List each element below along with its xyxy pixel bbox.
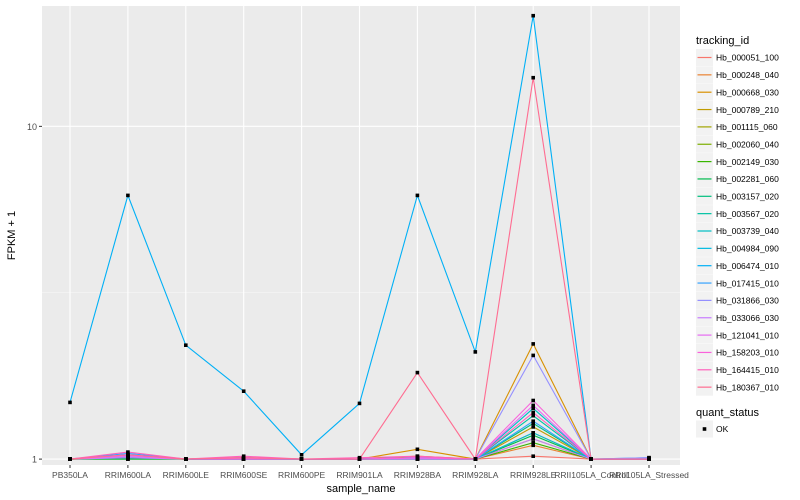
data-point-Hb_121041_010 [531,403,535,408]
legend-label: Hb_121041_010 [716,330,779,340]
data-point-Hb_002281_060 [531,433,535,437]
legend-label: Hb_000789_210 [716,105,779,115]
legend-label: Hb_033066_030 [716,313,779,323]
data-point-Hb_180367_010 [184,457,188,461]
x-tick-label: RRIM600LE [163,470,210,480]
data-point-Hb_006474_010 [126,193,130,198]
data-point-Hb_000668_030 [531,342,535,346]
data-point-Hb_180367_010 [531,75,535,80]
data-point-Hb_017415_010 [531,419,535,423]
y-tick-label: 10 [27,122,37,132]
data-point-Hb_006474_010 [473,350,478,354]
data-point-Hb_180367_010 [647,457,651,461]
legend-label: Hb_003157_020 [716,192,779,202]
y-tick-label: 1 [32,455,37,465]
data-point-Hb_002149_030 [531,440,535,445]
shape-legend-label: OK [716,424,729,434]
x-tick-label: RRIM600LA [105,470,152,480]
data-point-Hb_003157_020 [531,421,535,426]
data-point-Hb_006474_010 [299,453,304,457]
legend-label: Hb_003567_020 [716,209,779,219]
x-axis: PB350LA RRIM600LA RRIM600LE RRIM600SE RRIM60… [52,465,689,480]
x-tick-label: RRII105LA_Control [554,470,628,480]
x-axis-title: sample_name [326,483,395,495]
data-point-Hb_006474_010 [184,343,188,347]
legend-label: Hb_002060_040 [716,139,779,149]
x-tick-label: RRII105LA_Stressed [609,470,689,480]
major-gridlines [42,6,680,465]
legend-label: Hb_004984_090 [716,244,779,254]
data-point-Hb_180367_010 [299,457,304,461]
legend-label: Hb_180367_010 [716,382,779,392]
data-point-Hb_000051_100 [531,454,535,458]
data-point-Hb_000668_030 [415,447,420,452]
data-point-Hb_164415_010 [126,450,130,454]
data-point-Hb_180367_010 [68,457,72,461]
x-tick-label: RRIM901LA [336,470,383,480]
data-point-Hb_180367_010 [415,370,420,375]
data-point-Hb_000248_040 [531,443,535,448]
data-point-Hb_006474_010 [68,400,72,405]
data-point-Hb_164415_010 [531,410,535,415]
x-tick-label: PB350LA [52,470,88,480]
data-point-Hb_033066_030 [531,437,535,441]
data-point-Hb_006474_010 [415,193,420,198]
x-tick-label: RRIM600PE [278,470,326,480]
data-point-Hb_003567_020 [531,413,535,418]
data-point-Hb_006474_010 [357,401,362,406]
legend-label: Hb_017415_010 [716,278,779,288]
data-point-Hb_000789_210 [531,425,535,429]
legend-label: Hb_001115_060 [716,122,778,132]
y-axis: 1 10 [27,122,42,465]
data-point-Hb_180367_010 [473,457,478,461]
legend-label: Hb_000051_100 [716,53,779,63]
data-point-Hb_180367_010 [241,455,246,460]
shape-legend-title: quant_status [696,407,759,419]
legend-label: Hb_031866_030 [716,296,779,306]
color-legend: tracking_id Hb_000051_100 Hb_000248_040 Hb_… [696,35,779,396]
data-point-Hb_180367_010 [589,457,593,461]
data-point-Hb_158203_010 [531,398,535,403]
data-point-Hb_180367_010 [126,453,130,457]
legend-label: Hb_003739_040 [716,226,779,236]
x-tick-label: RRIM928LE [510,470,557,480]
legend-label: Hb_000668_030 [716,87,779,97]
legend-label: Hb_158203_010 [716,348,779,358]
data-point-Hb_004984_090 [531,431,535,435]
plot-panel [42,6,680,465]
data-point-Hb_164415_010 [415,454,420,458]
data-point-Hb_006474_010 [241,389,246,393]
data-point-Hb_031866_030 [531,353,535,358]
shape-legend-marker [702,427,707,431]
data-points [68,13,651,461]
x-tick-label: RRIM928LA [452,470,499,480]
legend-label: Hb_006474_010 [716,261,779,271]
data-point-Hb_006474_010 [531,13,535,18]
legend-label: Hb_000248_040 [716,70,779,80]
x-tick-label: RRIM600SE [220,470,268,480]
y-axis-title: FPKM + 1 [6,211,18,260]
legend-title: tracking_id [696,35,749,47]
legend-label: Hb_164415_010 [716,365,779,375]
x-tick-label: RRIM928BA [394,470,442,480]
data-point-Hb_003739_040 [531,406,535,411]
shape-legend: quant_status OK [696,407,759,438]
legend-label: Hb_002149_030 [716,157,779,167]
data-point-Hb_180367_010 [357,457,362,461]
legend-label: Hb_002281_060 [716,174,779,184]
